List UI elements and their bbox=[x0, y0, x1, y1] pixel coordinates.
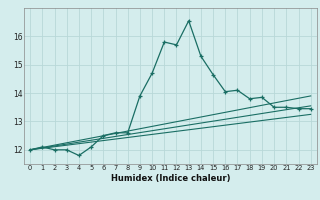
X-axis label: Humidex (Indice chaleur): Humidex (Indice chaleur) bbox=[111, 174, 230, 183]
